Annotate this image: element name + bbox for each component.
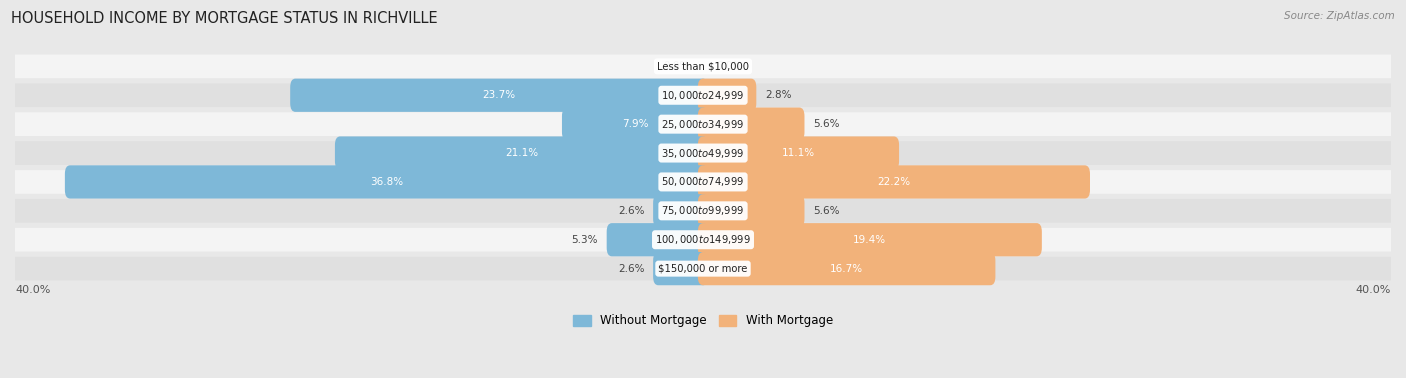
Text: $150,000 or more: $150,000 or more xyxy=(658,263,748,274)
FancyBboxPatch shape xyxy=(290,79,709,112)
FancyBboxPatch shape xyxy=(697,165,1090,198)
Text: 11.1%: 11.1% xyxy=(782,148,815,158)
Text: $100,000 to $149,999: $100,000 to $149,999 xyxy=(655,233,751,246)
Text: 5.6%: 5.6% xyxy=(813,119,839,129)
FancyBboxPatch shape xyxy=(697,107,804,141)
Text: 5.6%: 5.6% xyxy=(813,206,839,216)
Text: 0.0%: 0.0% xyxy=(664,61,689,71)
Text: 40.0%: 40.0% xyxy=(15,285,51,294)
Text: $25,000 to $34,999: $25,000 to $34,999 xyxy=(661,118,745,131)
Text: $75,000 to $99,999: $75,000 to $99,999 xyxy=(661,204,745,217)
FancyBboxPatch shape xyxy=(697,79,756,112)
Legend: Without Mortgage, With Mortgage: Without Mortgage, With Mortgage xyxy=(568,310,838,332)
FancyBboxPatch shape xyxy=(15,199,1391,223)
FancyBboxPatch shape xyxy=(15,112,1391,136)
FancyBboxPatch shape xyxy=(15,84,1391,107)
Text: 0.0%: 0.0% xyxy=(717,61,742,71)
Text: 7.9%: 7.9% xyxy=(621,119,648,129)
Text: 2.6%: 2.6% xyxy=(619,206,644,216)
FancyBboxPatch shape xyxy=(697,223,1042,256)
FancyBboxPatch shape xyxy=(15,54,1391,78)
Text: $35,000 to $49,999: $35,000 to $49,999 xyxy=(661,147,745,160)
Text: 2.6%: 2.6% xyxy=(619,263,644,274)
FancyBboxPatch shape xyxy=(15,228,1391,252)
FancyBboxPatch shape xyxy=(654,194,709,228)
Text: 23.7%: 23.7% xyxy=(482,90,516,100)
Text: 5.3%: 5.3% xyxy=(572,235,598,245)
FancyBboxPatch shape xyxy=(65,165,709,198)
Text: 36.8%: 36.8% xyxy=(370,177,404,187)
Text: 2.8%: 2.8% xyxy=(765,90,792,100)
Text: Source: ZipAtlas.com: Source: ZipAtlas.com xyxy=(1284,11,1395,21)
Text: 19.4%: 19.4% xyxy=(853,235,886,245)
Text: Less than $10,000: Less than $10,000 xyxy=(657,61,749,71)
FancyBboxPatch shape xyxy=(697,194,804,228)
Text: $10,000 to $24,999: $10,000 to $24,999 xyxy=(661,89,745,102)
FancyBboxPatch shape xyxy=(606,223,709,256)
FancyBboxPatch shape xyxy=(697,252,995,285)
FancyBboxPatch shape xyxy=(654,252,709,285)
Text: HOUSEHOLD INCOME BY MORTGAGE STATUS IN RICHVILLE: HOUSEHOLD INCOME BY MORTGAGE STATUS IN R… xyxy=(11,11,437,26)
Text: 21.1%: 21.1% xyxy=(505,148,538,158)
FancyBboxPatch shape xyxy=(15,141,1391,165)
FancyBboxPatch shape xyxy=(562,107,709,141)
Text: 22.2%: 22.2% xyxy=(877,177,911,187)
FancyBboxPatch shape xyxy=(15,170,1391,194)
FancyBboxPatch shape xyxy=(697,136,898,170)
FancyBboxPatch shape xyxy=(15,257,1391,280)
Text: $50,000 to $74,999: $50,000 to $74,999 xyxy=(661,175,745,189)
Text: 40.0%: 40.0% xyxy=(1355,285,1391,294)
FancyBboxPatch shape xyxy=(335,136,709,170)
Text: 16.7%: 16.7% xyxy=(830,263,863,274)
